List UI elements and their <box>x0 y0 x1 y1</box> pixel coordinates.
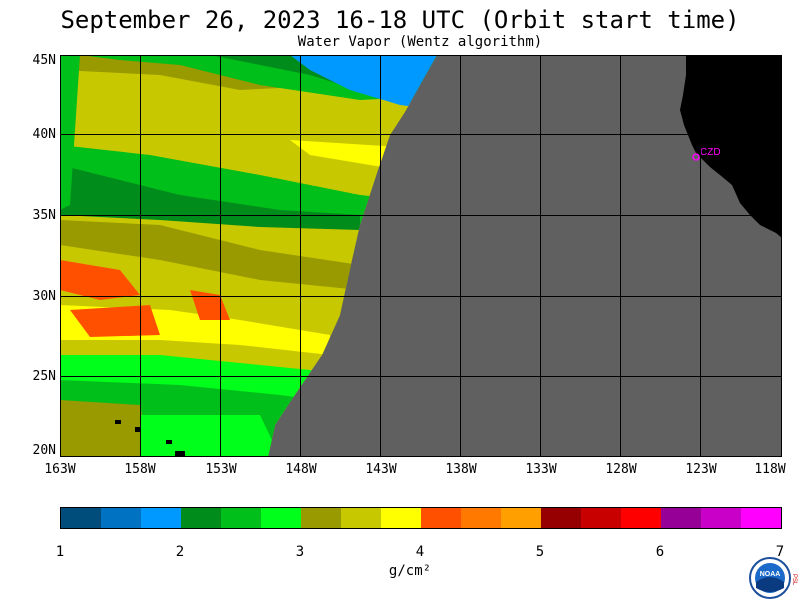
noaa-logo-icon: NOAA PSL <box>749 557 797 599</box>
lon-label-143w: 143W <box>365 462 397 477</box>
colorbar-swatch <box>261 508 302 528</box>
colorbar-swatch <box>461 508 502 528</box>
colorbar-swatch <box>341 508 382 528</box>
graticule <box>60 55 782 457</box>
colorbar-tick-2: 2 <box>175 544 185 560</box>
lat-label-35n: 35N <box>32 208 56 223</box>
station-marker <box>692 153 700 161</box>
colorbar-tick-7: 7 <box>775 544 785 560</box>
lon-label-118w: 118W <box>754 462 786 477</box>
noaa-logo-text: NOAA <box>760 571 781 578</box>
station-label: CZD <box>700 147 721 158</box>
lon-label-148w: 148W <box>285 462 317 477</box>
lat-label-30n: 30N <box>32 289 56 304</box>
colorbar <box>60 507 782 529</box>
lon-label-138w: 138W <box>445 462 477 477</box>
lon-label-128w: 128W <box>605 462 637 477</box>
colorbar-swatch <box>221 508 262 528</box>
lat-label-45n: 45N <box>32 53 56 68</box>
lat-label-40n: 40N <box>32 127 56 142</box>
lat-label-20n: 20N <box>32 443 56 458</box>
lon-label-158w: 158W <box>124 462 156 477</box>
colorbar-swatch <box>381 508 422 528</box>
lon-label-133w: 133W <box>525 462 557 477</box>
lon-label-153w: 153W <box>205 462 237 477</box>
colorbar-swatch <box>501 508 542 528</box>
land-area <box>680 55 782 238</box>
lon-label-163w: 163W <box>44 462 76 477</box>
map-title: September 26, 2023 16-18 UTC (Orbit star… <box>60 6 740 34</box>
colorbar-tick-3: 3 <box>295 544 305 560</box>
colorbar-swatch <box>581 508 622 528</box>
psl-logo-text: PSL <box>791 574 797 586</box>
colorbar-swatch <box>701 508 742 528</box>
colorbar-swatch <box>661 508 702 528</box>
water-vapor-map: CZD <box>60 55 782 457</box>
colorbar-tick-4: 4 <box>415 544 425 560</box>
colorbar-swatch <box>61 508 102 528</box>
colorbar-swatch <box>621 508 662 528</box>
colorbar-swatch <box>141 508 182 528</box>
colorbar-swatch <box>741 508 782 528</box>
map-frame <box>60 55 782 457</box>
colorbar-tick-5: 5 <box>535 544 545 560</box>
colorbar-swatch <box>101 508 142 528</box>
colorbar-swatch <box>181 508 222 528</box>
colorbar-tick-1: 1 <box>55 544 65 560</box>
colorbar-swatch <box>301 508 342 528</box>
lon-label-123w: 123W <box>685 462 717 477</box>
map-subtitle: Water Vapor (Wentz algorithm) <box>297 34 543 50</box>
colorbar-units: g/cm² <box>388 563 432 579</box>
colorbar-tick-6: 6 <box>655 544 665 560</box>
colorbar-swatch <box>421 508 462 528</box>
colorbar-swatch <box>541 508 582 528</box>
lat-label-25n: 25N <box>32 369 56 384</box>
